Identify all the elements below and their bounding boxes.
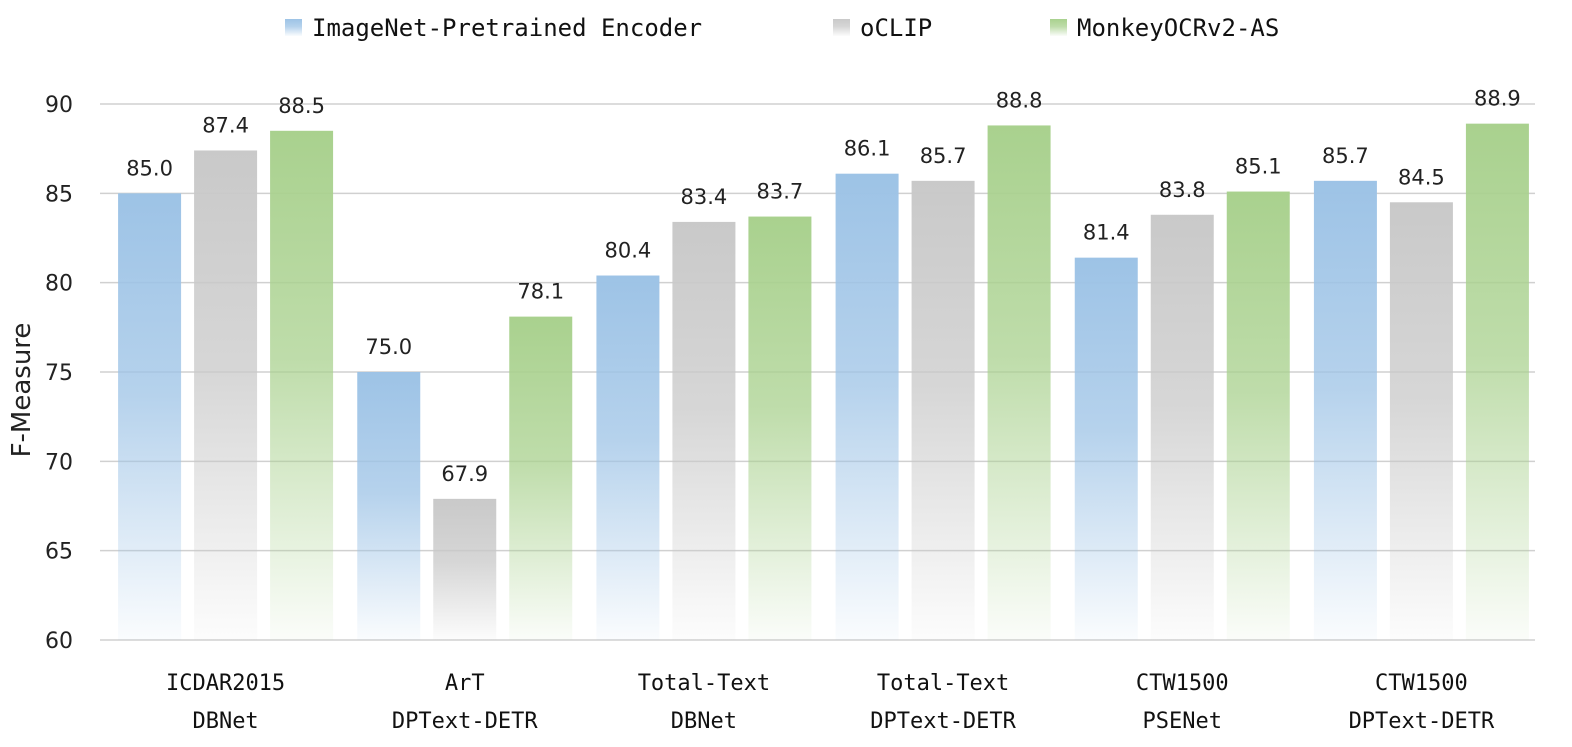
data-label: 81.4 <box>1083 221 1130 245</box>
category-label: CTW1500 <box>1136 671 1229 696</box>
category-label: PSENet <box>1143 709 1222 734</box>
category-label: DBNet <box>192 709 258 734</box>
data-label: 85.0 <box>126 156 173 180</box>
x-axis-categories: ICDAR2015 DBNet ArT DPText-DETR Total-Text DB… <box>166 671 1495 734</box>
data-label: 67.9 <box>441 462 488 486</box>
category-label: Total-Text <box>638 671 770 696</box>
data-label: 75.0 <box>365 335 412 359</box>
category-label: DPText-DETR <box>870 709 1016 734</box>
bar <box>357 372 421 640</box>
y-tick-label: 60 <box>45 629 73 654</box>
data-label: 86.1 <box>844 137 891 161</box>
legend-label: ImageNet-Pretrained Encoder <box>312 14 702 42</box>
bar <box>1150 214 1214 641</box>
bar <box>1465 123 1529 641</box>
data-label: 80.4 <box>605 239 652 263</box>
legend-swatch <box>1050 19 1067 36</box>
data-label: 88.5 <box>278 94 325 118</box>
bar <box>118 193 182 641</box>
bar <box>596 275 660 640</box>
y-axis-ticks: 60 65 70 75 80 85 90 <box>45 93 73 654</box>
legend-label: oCLIP <box>860 14 932 42</box>
gridlines <box>100 103 1535 641</box>
category-label: DPText-DETR <box>392 709 538 734</box>
bar <box>509 316 573 640</box>
y-tick-label: 70 <box>45 450 73 475</box>
y-tick-label: 90 <box>45 93 73 118</box>
data-label: 84.5 <box>1398 165 1445 189</box>
y-tick-label: 65 <box>45 540 73 565</box>
data-label: 87.4 <box>202 113 249 137</box>
category-label: CTW1500 <box>1375 671 1468 696</box>
bar <box>194 150 258 640</box>
category-label: DPText-DETR <box>1349 709 1495 734</box>
bar <box>1074 257 1138 640</box>
y-tick-label: 85 <box>45 182 73 207</box>
bar <box>911 180 975 640</box>
y-tick-label: 80 <box>45 272 73 297</box>
y-axis-title: F-Measure <box>7 323 37 458</box>
legend-swatch <box>833 19 850 36</box>
data-label: 85.7 <box>1322 144 1369 168</box>
data-labels: 85.0 87.4 88.5 75.0 67.9 78.1 80.4 83.4 83.7 86.1… <box>126 87 1521 486</box>
bar <box>1226 191 1290 640</box>
data-label: 85.7 <box>920 144 967 168</box>
bar <box>987 125 1051 640</box>
bar <box>270 130 334 641</box>
data-label: 83.4 <box>681 185 728 209</box>
data-label: 85.1 <box>1235 155 1282 179</box>
bar <box>433 498 497 640</box>
data-label: 78.1 <box>517 280 564 304</box>
bars <box>118 123 1529 641</box>
data-label: 83.8 <box>1159 178 1206 202</box>
data-label: 88.8 <box>996 88 1043 112</box>
bar <box>1313 180 1377 640</box>
bar <box>748 216 812 640</box>
category-label: DBNet <box>671 709 737 734</box>
bar <box>1389 202 1453 640</box>
category-label: Total-Text <box>877 671 1009 696</box>
legend: ImageNet-Pretrained Encoder oCLIP MonkeyOC… <box>285 14 1279 42</box>
bar <box>672 221 736 641</box>
data-label: 83.7 <box>757 180 804 204</box>
category-label: ICDAR2015 <box>166 671 285 696</box>
data-label: 88.9 <box>1474 87 1521 111</box>
legend-swatch <box>285 19 302 36</box>
legend-label: MonkeyOCRv2-AS <box>1077 14 1279 42</box>
category-label: ArT <box>445 671 485 696</box>
bar <box>835 173 899 640</box>
y-tick-label: 75 <box>45 361 73 386</box>
